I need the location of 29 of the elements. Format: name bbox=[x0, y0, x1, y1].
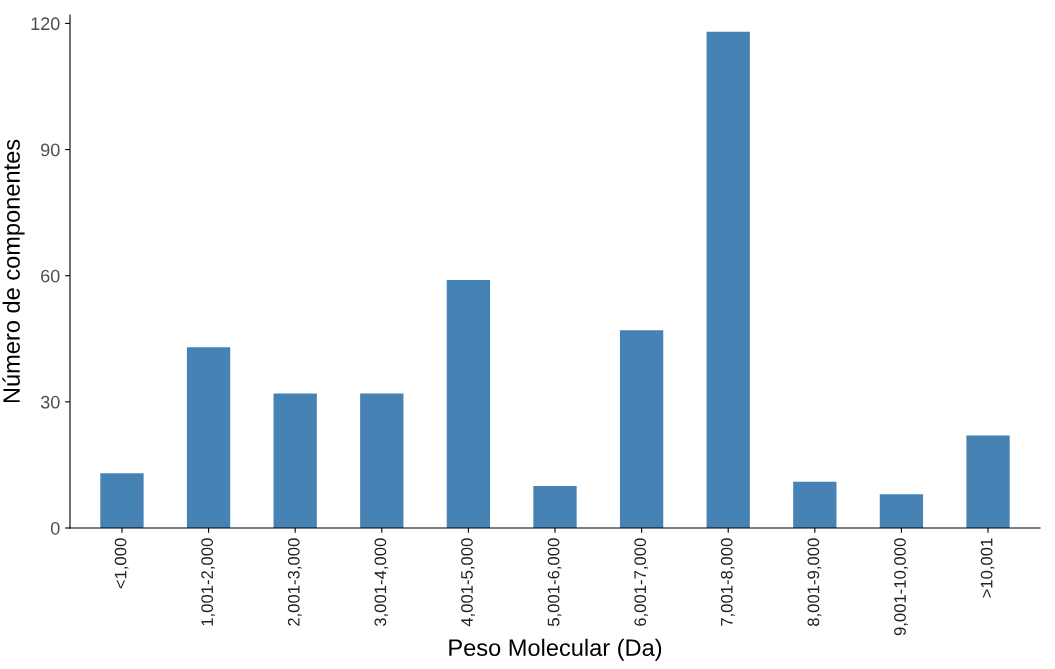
y-tick-label: 60 bbox=[41, 269, 60, 283]
bar bbox=[706, 31, 750, 528]
x-tick-label: 7,001-8,000 bbox=[720, 538, 735, 626]
x-tick-label: 8,001-9,000 bbox=[807, 538, 822, 626]
x-tick-label: 2,001-3,000 bbox=[287, 538, 302, 626]
bar bbox=[966, 435, 1010, 528]
x-tick-label: 9,001-10,000 bbox=[894, 538, 908, 636]
bar bbox=[533, 485, 577, 528]
y-tick-label: 120 bbox=[31, 17, 60, 31]
bar bbox=[619, 330, 664, 528]
x-tick-label: 4,001-5,000 bbox=[461, 538, 475, 627]
bar bbox=[273, 393, 317, 528]
bar bbox=[100, 473, 144, 528]
bar bbox=[186, 347, 231, 528]
bar bbox=[879, 494, 924, 528]
x-axis-title: Peso Molecular (Da) bbox=[449, 638, 662, 661]
y-tick-label: 30 bbox=[40, 395, 60, 409]
x-tick-label: <1,000 bbox=[114, 538, 129, 589]
bar bbox=[360, 393, 404, 528]
x-tick-label: 5,001-6,000 bbox=[547, 538, 562, 627]
y-tick-label: 90 bbox=[41, 143, 60, 157]
y-tick-label: 0 bbox=[50, 521, 60, 535]
x-tick-label: >10,001 bbox=[980, 538, 995, 598]
x-tick-label: 3,001-4,000 bbox=[374, 538, 389, 627]
x-tick-label: 6,001-7,000 bbox=[634, 538, 649, 626]
y-axis-title: Número de componentes bbox=[2, 139, 25, 403]
bar bbox=[446, 279, 491, 528]
x-tick-label: 1,001-2,000 bbox=[201, 538, 216, 626]
bar bbox=[793, 481, 837, 528]
